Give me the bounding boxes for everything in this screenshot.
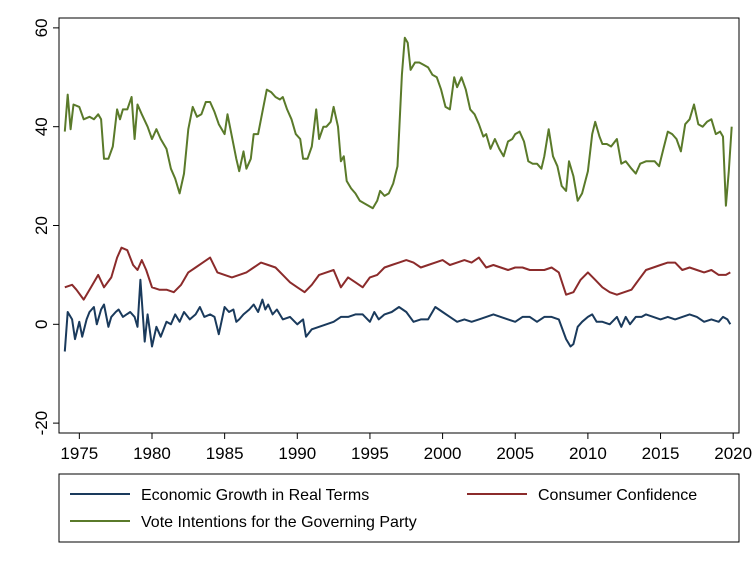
series-line-consumer-confidence: [64, 246, 731, 301]
series-layer: [63, 36, 733, 352]
y-tick-label: 60: [32, 18, 51, 37]
x-tick-label: 1995: [351, 444, 389, 463]
legend: Economic Growth in Real Terms Consumer C…: [58, 473, 740, 543]
legend-box: [58, 473, 740, 543]
x-tick-label: 2015: [642, 444, 680, 463]
x-tick-label: 2000: [424, 444, 462, 463]
y-tick-label: 40: [32, 117, 51, 136]
y-axis: -20 0 20 40 60: [32, 18, 59, 435]
x-tick-label: 2005: [496, 444, 534, 463]
y-tick-label: -20: [32, 411, 51, 436]
x-tick-label: 2010: [569, 444, 607, 463]
legend-label-economic-growth: Economic Growth in Real Terms: [141, 487, 369, 504]
x-tick-label: 1985: [206, 444, 244, 463]
x-tick-label: 1975: [60, 444, 98, 463]
y-tick-label: 0: [32, 320, 51, 329]
x-tick-label: 1980: [133, 444, 171, 463]
x-tick-label: 2020: [714, 444, 752, 463]
legend-label-consumer-confidence: Consumer Confidence: [538, 487, 697, 504]
plot-frame: [58, 17, 740, 434]
series-line-economic-growth: [63, 278, 732, 352]
legend-label-vote-intentions: Vote Intentions for the Governing Party: [141, 514, 417, 531]
x-axis: 1975 1980 1985 1990 1995 2000 2005 2010 2015 2020: [60, 433, 752, 463]
series-line-vote-intentions: [63, 36, 733, 210]
x-tick-label: 1990: [278, 444, 316, 463]
y-tick-label: 20: [32, 216, 51, 235]
